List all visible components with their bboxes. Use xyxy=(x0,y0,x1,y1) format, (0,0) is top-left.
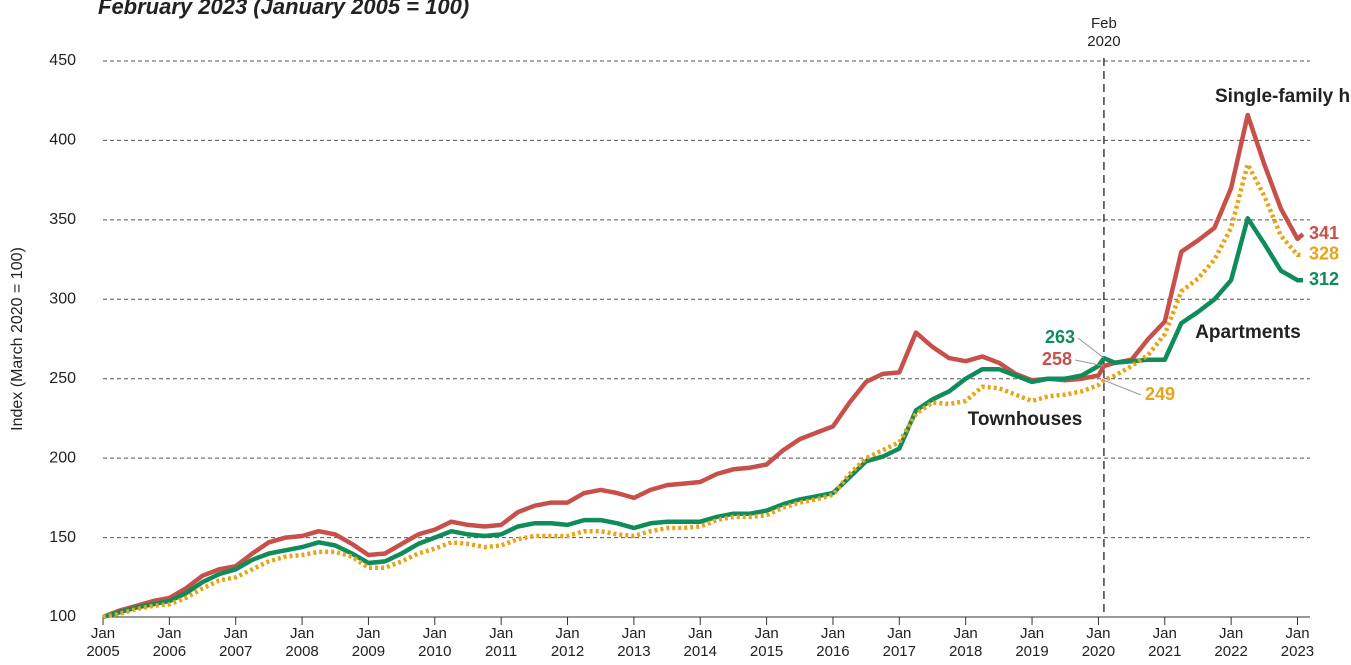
x-tick-label: Jan 2007 xyxy=(219,625,253,660)
x-tick-label: Jan 2018 xyxy=(948,625,983,660)
value-label: 258 xyxy=(1042,349,1072,369)
y-tick-label: 350 xyxy=(49,211,76,228)
series-line xyxy=(102,216,1303,620)
series-line xyxy=(102,112,1305,620)
leader-line xyxy=(1074,359,1105,367)
y-tick-label: 450 xyxy=(49,52,76,69)
x-tick-label: Jan 2009 xyxy=(351,625,386,660)
y-tick-label: 400 xyxy=(49,132,76,149)
value-label: 249 xyxy=(1145,384,1175,404)
y-tick-label: 300 xyxy=(49,291,76,308)
x-tick-label: Jan 2013 xyxy=(617,625,651,660)
y-tick-label: 150 xyxy=(49,529,76,546)
y-tick-label: 200 xyxy=(49,449,76,466)
x-tick-label: Jan 2023 xyxy=(1280,625,1315,660)
series-name: Single-family homes xyxy=(1215,86,1351,107)
x-tick-label: Jan 2006 xyxy=(152,625,187,660)
x-tick-label: Jan 2011 xyxy=(485,625,518,660)
x-tick-label: Jan 2020 xyxy=(1081,625,1116,660)
y-axis-label: Index (March 2020 = 100) xyxy=(9,247,26,431)
leader-line xyxy=(1103,379,1142,396)
reference-label: Feb 2020 xyxy=(1087,15,1121,50)
x-tick-label: Jan 2012 xyxy=(550,625,585,660)
value-label: 312 xyxy=(1309,269,1339,289)
x-tick-label: Jan 2019 xyxy=(1015,625,1049,660)
series-line xyxy=(102,162,1303,620)
value-label: 328 xyxy=(1309,244,1339,264)
x-tick-label: Jan 2017 xyxy=(882,625,916,660)
y-tick-label: 250 xyxy=(49,370,76,387)
x-tick-label: Jan 2010 xyxy=(418,625,452,660)
value-label: 263 xyxy=(1045,327,1075,347)
value-label: 341 xyxy=(1309,223,1339,243)
x-tick-label: Jan 2014 xyxy=(683,625,717,660)
x-tick-label: Jan 2005 xyxy=(86,625,120,660)
x-tick-label: Jan 2022 xyxy=(1214,625,1248,660)
x-tick-label: Jan 2016 xyxy=(816,625,850,660)
x-tick-label: Jan 2021 xyxy=(1148,625,1182,660)
series-name: Townhouses xyxy=(968,409,1083,430)
x-tick-label: Jan 2015 xyxy=(749,625,784,660)
x-tick-label: Jan 2008 xyxy=(285,625,319,660)
y-tick-label: 100 xyxy=(49,608,76,625)
chart-subtitle: February 2023 (January 2005 = 100) xyxy=(98,0,469,19)
series-name: Apartments xyxy=(1195,322,1301,343)
leader-line xyxy=(1077,337,1105,359)
